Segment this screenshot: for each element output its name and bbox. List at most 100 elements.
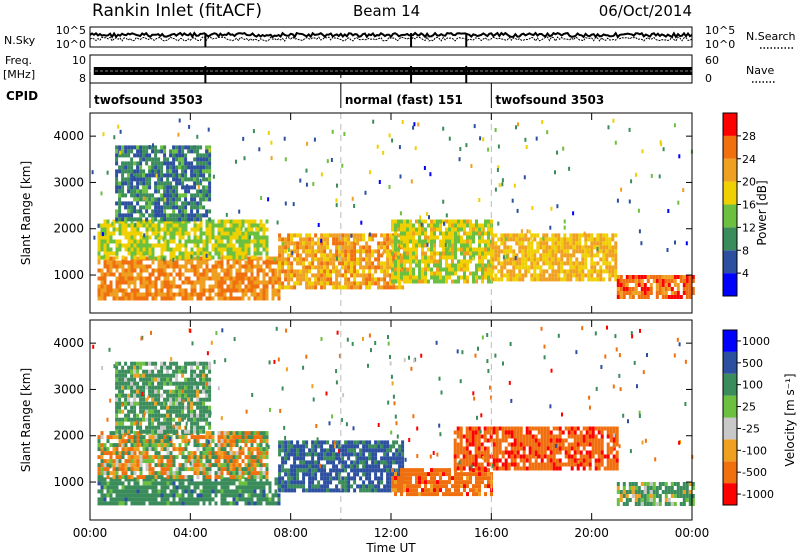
velocity-cell	[133, 401, 137, 406]
power-cell	[293, 269, 297, 274]
power-cell	[622, 279, 626, 283]
power-cell	[551, 269, 555, 274]
power-cell	[439, 243, 442, 248]
velocity-cell	[214, 459, 218, 464]
velocity-cell	[148, 455, 152, 460]
velocity-cell	[229, 451, 233, 456]
power-cell	[397, 271, 400, 276]
power-cell	[578, 261, 582, 266]
power-cell	[386, 233, 390, 238]
velocity-cell	[154, 439, 158, 444]
power-cell	[106, 272, 110, 277]
velocity-cell	[368, 440, 372, 445]
velocity-cell	[145, 385, 149, 390]
power-cell	[497, 249, 501, 254]
power-cell-scatter	[428, 215, 430, 220]
power-cell	[199, 292, 203, 297]
power-cell	[220, 292, 224, 297]
power-cell	[400, 235, 403, 240]
power-cell	[326, 277, 330, 282]
power-cell	[217, 239, 221, 244]
velocity-cell	[142, 369, 146, 374]
velocity-cell	[193, 377, 197, 382]
power-cell	[658, 287, 662, 291]
power-cell	[569, 245, 573, 250]
power-cell	[226, 288, 230, 293]
power-cell	[418, 239, 421, 244]
velocity-cell	[139, 421, 143, 426]
power-cell	[187, 145, 191, 150]
velocity-cell	[235, 443, 239, 448]
power-cell	[296, 253, 300, 258]
power-cell-scatter	[630, 179, 633, 184]
power-cell	[121, 276, 125, 281]
power-cell	[287, 265, 291, 270]
velocity-cell	[133, 439, 137, 444]
power-cell	[166, 264, 170, 269]
velocity-cell	[160, 429, 164, 434]
power-cell	[460, 263, 463, 268]
power-cell	[166, 213, 170, 218]
velocity-cell	[133, 463, 137, 468]
power-cell	[154, 149, 158, 154]
power-cell	[115, 189, 119, 194]
velocity-cell	[193, 373, 197, 378]
power-cell	[139, 280, 143, 285]
velocity-cell	[247, 489, 251, 494]
power-cell	[412, 243, 415, 248]
power-cell	[628, 275, 632, 279]
velocity-cell	[133, 443, 137, 448]
power-cell	[584, 257, 588, 262]
power-cell-scatter	[326, 159, 329, 164]
power-cell	[148, 284, 152, 289]
velocity-cell	[350, 452, 354, 457]
velocity-cell	[127, 381, 131, 386]
velocity-cell	[196, 389, 200, 394]
power-cell	[412, 247, 415, 252]
power-cell	[196, 247, 200, 252]
power-cell	[506, 273, 510, 278]
power-cell	[184, 177, 188, 182]
velocity-cell	[208, 439, 212, 444]
velocity-cell	[199, 405, 203, 410]
power-cell	[494, 277, 498, 282]
power-cell-scatter	[542, 236, 545, 241]
power-cell	[127, 165, 131, 170]
velocity-cell	[329, 448, 333, 453]
velocity-cell	[169, 421, 173, 426]
power-cell	[229, 264, 233, 269]
power-cell	[250, 292, 254, 297]
power-cell	[157, 173, 161, 178]
power-cell	[643, 287, 647, 291]
power-cell	[163, 181, 167, 186]
power-cell	[232, 288, 236, 293]
power-cell	[160, 185, 164, 190]
power-cell	[445, 263, 448, 268]
power-cell	[139, 149, 143, 154]
power-cell	[344, 245, 348, 250]
power-cell-scatter	[178, 174, 181, 179]
velocity-cell	[127, 477, 131, 482]
velocity-cell	[127, 485, 131, 490]
power-cell	[256, 296, 260, 301]
power-cell-scatter	[245, 253, 248, 258]
velocity-cell	[151, 381, 155, 386]
power-cell	[563, 269, 567, 274]
power-cell	[341, 273, 345, 278]
velocity-cell	[115, 475, 119, 480]
power-cell	[463, 251, 466, 256]
velocity-cell	[133, 417, 137, 422]
velocity-cell	[190, 413, 194, 418]
power-cell	[512, 253, 516, 258]
power-cell	[139, 165, 143, 170]
power-cell	[503, 257, 507, 262]
power-cell	[688, 279, 692, 283]
velocity-cell	[115, 477, 119, 482]
power-cell	[667, 287, 671, 291]
power-cell	[130, 213, 134, 218]
power-cell	[130, 173, 134, 178]
power-cell	[187, 231, 191, 236]
velocity-cell	[106, 501, 110, 506]
power-cell	[670, 275, 674, 279]
power-cell	[415, 263, 418, 268]
